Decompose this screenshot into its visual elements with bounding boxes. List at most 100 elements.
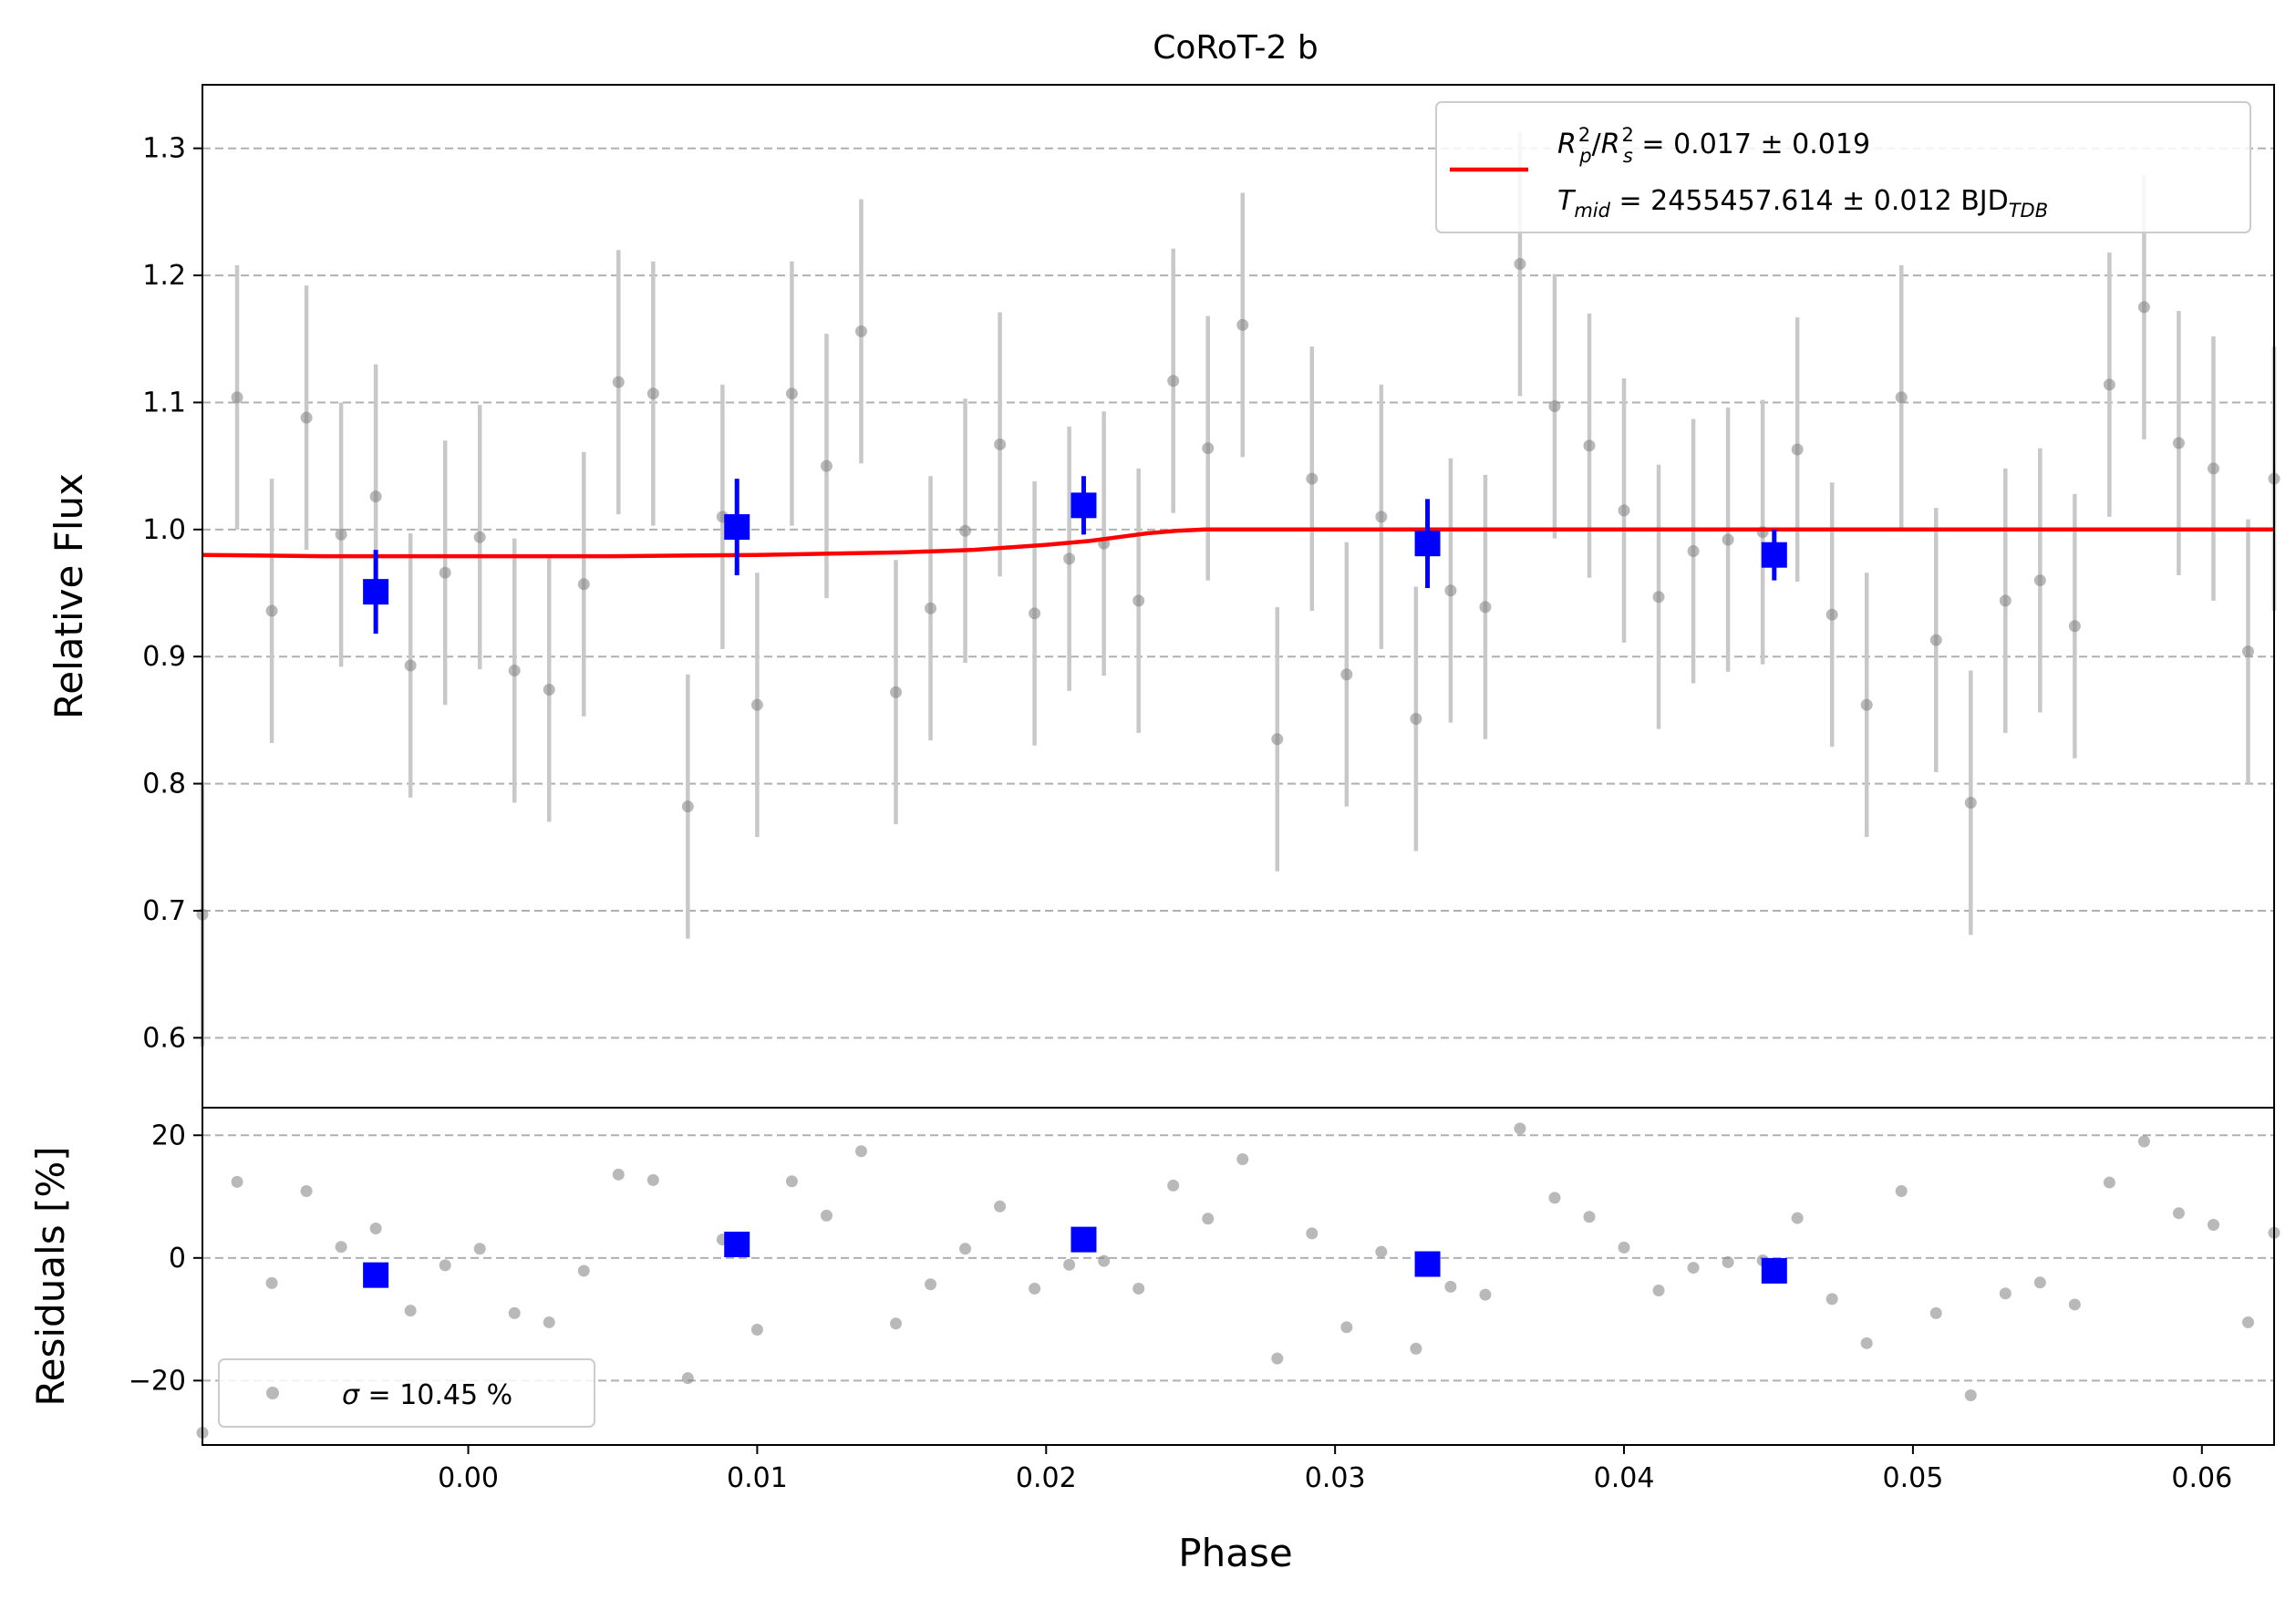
raw-point — [1618, 504, 1630, 517]
residual-point — [612, 1168, 625, 1181]
bottom-ytick-label: 20 — [151, 1120, 186, 1151]
raw-point — [473, 531, 486, 543]
bottom-axes-frame — [202, 1107, 2275, 1446]
bottom-legend-box — [218, 1358, 595, 1428]
residual-point — [2172, 1207, 2185, 1220]
binned-point — [1414, 531, 1441, 557]
raw-point — [1132, 594, 1145, 607]
raw-point — [1202, 442, 1215, 455]
bottom-panel: −20 0 20 0.00 0.01 0.02 0.03 0.04 0.05 0.06 Resi… — [28, 1107, 2280, 1575]
residual-point — [1895, 1184, 1908, 1197]
top-ytick-label: 0.8 — [142, 769, 186, 800]
xtick-label: 0.00 — [438, 1462, 499, 1494]
residual-point — [2207, 1218, 2219, 1231]
raw-point — [1063, 552, 1076, 565]
residual-point — [1202, 1213, 1215, 1225]
xtick-label: 0.01 — [727, 1462, 788, 1494]
binned-residual — [1070, 1226, 1097, 1253]
bottom-legend: σ = 10.45 % — [218, 1358, 595, 1428]
binned-residual — [724, 1232, 750, 1258]
bottom-raw-points — [196, 1122, 2280, 1440]
raw-point — [1479, 601, 1492, 614]
legend-sigma: σ = 10.45 % — [342, 1379, 512, 1411]
raw-point — [1340, 668, 1353, 681]
binned-residual — [363, 1262, 389, 1288]
residual-point — [750, 1324, 763, 1337]
bottom-binned-points — [363, 1226, 1787, 1288]
residual-point — [1825, 1293, 1838, 1306]
top-legend: R2 p/R2 s = 0.017 ± 0.019 Tmid = 2455457.6… — [1435, 101, 2251, 233]
residual-point — [1860, 1337, 1873, 1349]
bottom-xlabel: Phase — [1178, 1531, 1292, 1575]
raw-point — [2103, 378, 2115, 391]
residual-point — [925, 1278, 937, 1291]
xtick-label: 0.06 — [2171, 1462, 2232, 1494]
raw-point — [1895, 391, 1908, 404]
top-yticks: 0.6 0.7 0.8 0.9 1.0 1.1 1.2 1.3 — [142, 133, 202, 1054]
residual-point — [473, 1243, 486, 1255]
residual-point — [1306, 1227, 1319, 1240]
top-panel: 0.6 0.7 0.8 0.9 1.0 1.1 1.2 1.3 Relative Flux R… — [47, 84, 2280, 1109]
model-line — [202, 527, 2274, 559]
raw-point — [2172, 437, 2185, 449]
raw-point — [959, 524, 972, 537]
raw-point — [1375, 511, 1388, 523]
residual-point — [439, 1259, 451, 1272]
xtick-label: 0.04 — [1594, 1462, 1655, 1494]
residual-point — [1132, 1282, 1145, 1295]
raw-point — [1964, 796, 1977, 809]
bottom-ylabel: Residuals [%] — [28, 1146, 73, 1406]
raw-point — [2033, 574, 2046, 587]
top-ylabel: Relative Flux — [47, 473, 91, 719]
residual-point — [820, 1209, 833, 1222]
residual-point — [508, 1306, 521, 1319]
raw-point — [1860, 698, 1873, 711]
legend-sigma-marker — [266, 1387, 279, 1399]
top-ytick-label: 1.3 — [142, 133, 186, 165]
residual-point — [1791, 1212, 1804, 1224]
raw-point — [2207, 462, 2219, 475]
raw-point — [508, 665, 521, 677]
residual-point — [1999, 1287, 2012, 1300]
residual-point — [1618, 1241, 1630, 1254]
raw-point — [577, 578, 590, 591]
residual-point — [231, 1175, 243, 1188]
raw-point — [369, 490, 382, 503]
top-ytick-label: 0.6 — [142, 1022, 186, 1054]
raw-point — [1825, 608, 1838, 621]
raw-point — [265, 604, 278, 617]
residual-point — [994, 1200, 1007, 1213]
top-ytick-label: 1.2 — [142, 260, 186, 292]
residual-point — [543, 1316, 555, 1328]
raw-point — [404, 659, 417, 672]
residual-point — [1410, 1342, 1422, 1355]
raw-point — [2137, 301, 2150, 314]
residual-point — [854, 1145, 867, 1158]
raw-point — [1029, 607, 1041, 620]
raw-point — [1929, 634, 1942, 646]
residual-point — [1029, 1282, 1041, 1295]
residual-point — [404, 1305, 417, 1317]
top-ytick-label: 1.0 — [142, 514, 186, 546]
bottom-xticks: 0.00 0.01 0.02 0.03 0.04 0.05 0.06 — [438, 1445, 2232, 1494]
raw-point — [335, 528, 347, 541]
residual-point — [1444, 1280, 1457, 1293]
raw-point — [2241, 645, 2254, 658]
residual-point — [1098, 1254, 1111, 1267]
residual-point — [369, 1223, 382, 1235]
bottom-yticks: −20 0 20 — [129, 1120, 202, 1397]
raw-point — [1652, 591, 1665, 604]
xtick-label: 0.02 — [1016, 1462, 1077, 1494]
raw-point — [231, 391, 243, 404]
binned-point — [363, 579, 389, 605]
raw-point — [1548, 400, 1561, 413]
raw-point — [681, 800, 694, 813]
raw-point — [1722, 533, 1734, 546]
raw-point — [1999, 594, 2012, 607]
residual-point — [1479, 1288, 1492, 1301]
chart-title: CoRoT-2 b — [1153, 29, 1318, 67]
raw-point — [543, 683, 555, 696]
residual-point — [577, 1264, 590, 1277]
residual-point — [2103, 1176, 2115, 1189]
